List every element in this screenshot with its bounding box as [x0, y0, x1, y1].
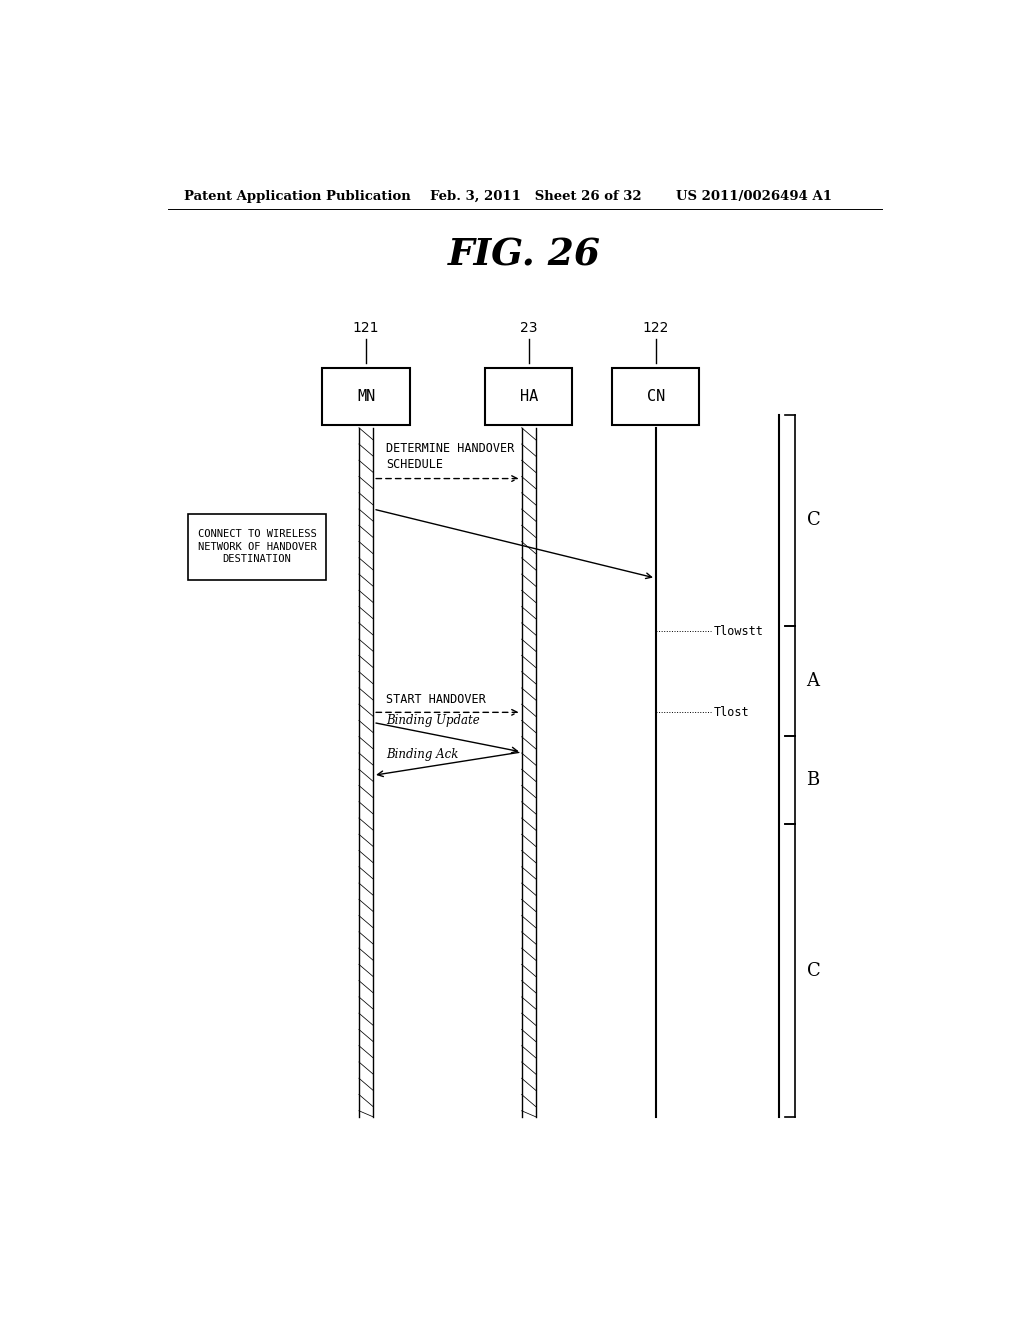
Text: US 2011/0026494 A1: US 2011/0026494 A1	[676, 190, 831, 202]
Text: FIG. 26: FIG. 26	[449, 236, 601, 273]
Text: Tlost: Tlost	[714, 706, 750, 719]
Text: Binding Update: Binding Update	[386, 714, 479, 727]
Text: CN: CN	[646, 388, 665, 404]
Text: HA: HA	[519, 388, 538, 404]
Text: C: C	[807, 511, 820, 529]
Bar	[187, 513, 327, 579]
Text: Patent Application Publication: Patent Application Publication	[183, 190, 411, 202]
Text: Binding Ack: Binding Ack	[386, 747, 459, 760]
Text: Tlowstt: Tlowstt	[714, 624, 764, 638]
Text: 122: 122	[642, 321, 669, 335]
Text: B: B	[807, 771, 820, 789]
Text: C: C	[807, 961, 820, 979]
Bar	[612, 368, 699, 425]
Text: 121: 121	[353, 321, 379, 335]
Text: DETERMINE HANDOVER
SCHEDULE: DETERMINE HANDOVER SCHEDULE	[386, 442, 514, 471]
Text: START HANDOVER: START HANDOVER	[386, 693, 485, 706]
Text: 23: 23	[520, 321, 538, 335]
Text: A: A	[807, 672, 819, 690]
Bar	[485, 368, 572, 425]
Text: CONNECT TO WIRELESS
NETWORK OF HANDOVER
DESTINATION: CONNECT TO WIRELESS NETWORK OF HANDOVER …	[198, 529, 316, 565]
Text: Feb. 3, 2011   Sheet 26 of 32: Feb. 3, 2011 Sheet 26 of 32	[430, 190, 641, 202]
Bar	[323, 368, 410, 425]
Text: MN: MN	[357, 388, 375, 404]
